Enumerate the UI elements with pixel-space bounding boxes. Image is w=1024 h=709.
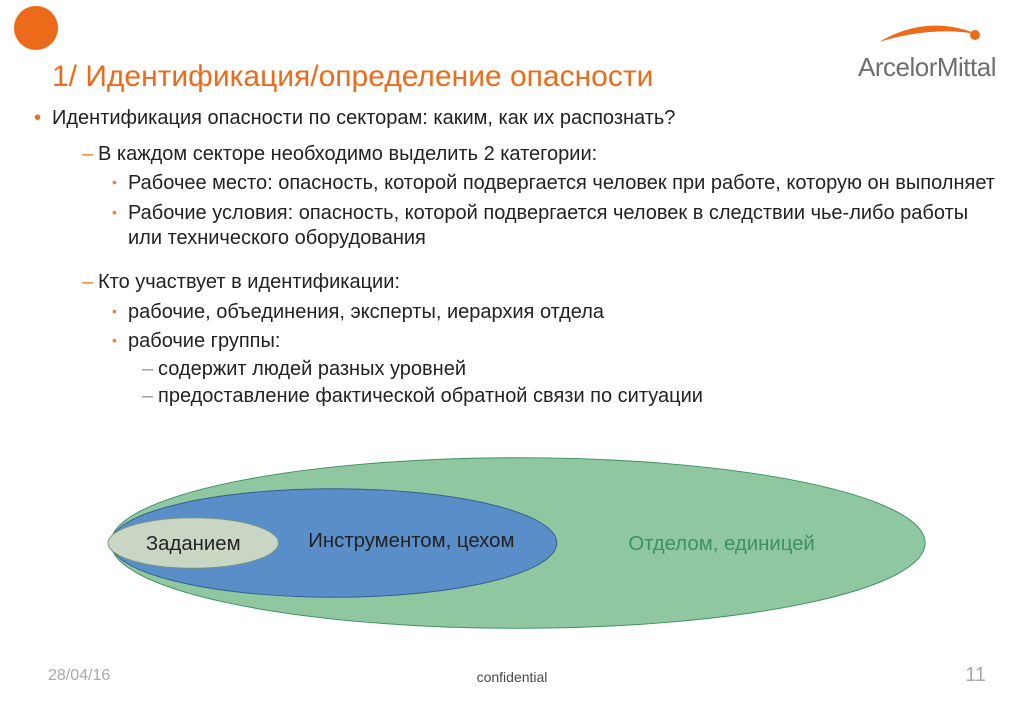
bullet-l4a-text: содержит людей разных уровней: [158, 358, 466, 380]
footer-confidential: confidential: [477, 669, 548, 685]
outer-label: Отделом, единицей: [628, 533, 814, 555]
bullet-l3b: Рабочие условия: опасность, которой подв…: [98, 201, 1004, 252]
bullet-l3d-text: рабочие группы:: [128, 330, 280, 352]
bullet-l3d: рабочие группы: содержит людей разных ур…: [98, 329, 1004, 410]
bullet-l3b-text: Рабочие условия: опасность, которой подв…: [128, 202, 968, 250]
bullet-l4b-text: предоставление фактической обратной связ…: [158, 385, 703, 407]
bullet-list: Идентификация опасности по секторам: как…: [34, 106, 1004, 410]
slide-content: Идентификация опасности по секторам: как…: [34, 106, 1004, 418]
bullet-l2a-text: В каждом секторе необходимо выделить 2 к…: [98, 143, 597, 165]
bullet-l2b: Кто участвует в идентификации: рабочие, …: [52, 270, 1004, 410]
footer-page-number: 11: [965, 664, 986, 687]
brand-logo: ArcelorMittal: [858, 20, 996, 83]
footer-date: 28/04/16: [48, 667, 110, 685]
mid-label: Инструментом, цехом: [308, 530, 514, 552]
inner-label: Заданием: [146, 533, 241, 555]
bullet-l3a: Рабочее место: опасность, которой подвер…: [98, 171, 1004, 197]
bullet-l3c: рабочие, объединения, эксперты, иерархия…: [98, 300, 1004, 326]
bullet-l2b-text: Кто участвует в идентификации:: [98, 271, 400, 293]
bullet-l2a: В каждом секторе необходимо выделить 2 к…: [52, 142, 1004, 252]
bullet-l3a-text: Рабочее место: опасность, которой подвер…: [128, 172, 995, 194]
brand-name: ArcelorMittal: [858, 52, 996, 83]
venn-diagram: Заданием Инструментом, цехом Отделом, ед…: [98, 448, 938, 638]
bullet-l4b: предоставление фактической обратной связ…: [128, 384, 1004, 410]
brand-swoosh-icon: [867, 20, 987, 50]
brand-name-a: Arcelor: [858, 52, 937, 82]
slide-title: 1/ Идентификация/определение опасности: [52, 60, 653, 94]
bullet-l1: Идентификация опасности по секторам: как…: [34, 106, 1004, 410]
bullet-l1-text: Идентификация опасности по секторам: как…: [52, 107, 675, 129]
brand-name-b: Mittal: [937, 52, 996, 82]
bullet-l3c-text: рабочие, объединения, эксперты, иерархия…: [128, 301, 604, 323]
bullet-l4a: содержит людей разных уровней: [128, 357, 1004, 383]
foundation-logo: [14, 6, 58, 50]
